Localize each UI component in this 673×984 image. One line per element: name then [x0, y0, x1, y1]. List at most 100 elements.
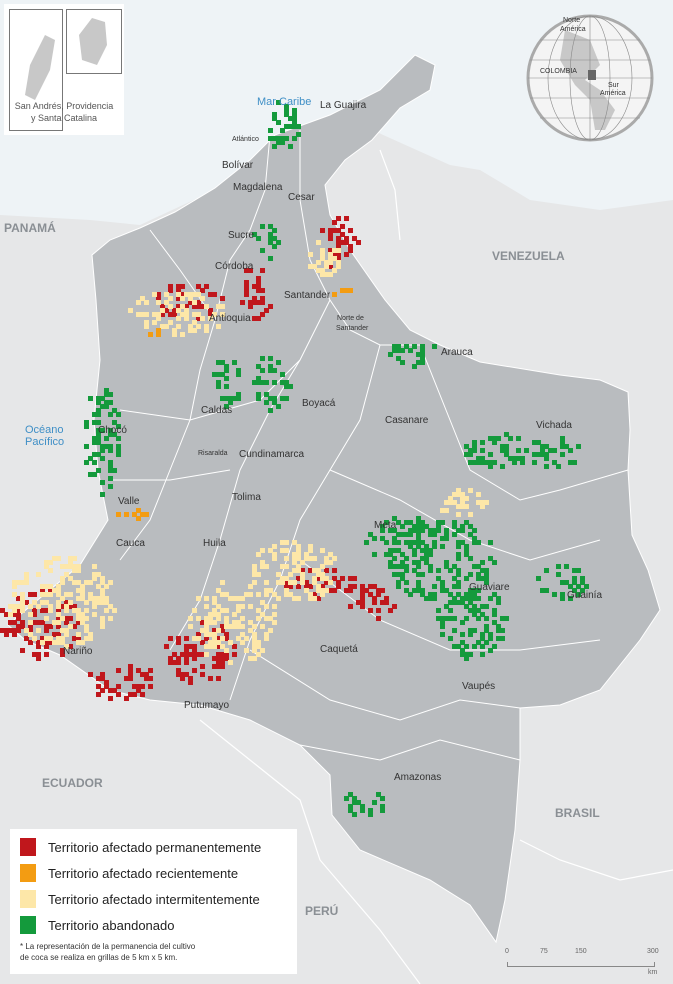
coca-grid-cell	[460, 496, 465, 501]
coca-grid-cell	[204, 624, 209, 629]
coca-grid-cell	[284, 576, 289, 581]
coca-grid-cell	[320, 272, 325, 277]
coca-grid-cell	[420, 352, 425, 357]
coca-grid-cell	[496, 628, 501, 633]
coca-grid-cell	[212, 632, 217, 637]
coca-grid-cell	[324, 556, 329, 561]
coca-grid-cell	[252, 232, 257, 237]
coca-grid-cell	[188, 328, 193, 333]
coca-grid-cell	[216, 656, 221, 661]
coca-grid-cell	[408, 540, 413, 545]
coca-grid-cell	[412, 560, 417, 565]
coca-grid-cell	[468, 448, 473, 453]
coca-grid-cell	[360, 808, 365, 813]
coca-grid-cell	[468, 592, 473, 597]
coca-grid-cell	[340, 224, 345, 229]
coca-grid-cell	[348, 576, 353, 581]
coca-grid-cell	[276, 580, 281, 585]
coca-grid-cell	[544, 456, 549, 461]
coca-grid-cell	[256, 316, 261, 321]
coca-grid-cell	[36, 572, 41, 577]
coca-grid-cell	[316, 588, 321, 593]
coca-grid-cell	[200, 640, 205, 645]
coca-grid-cell	[492, 460, 497, 465]
coca-grid-cell	[448, 496, 453, 501]
coca-grid-cell	[188, 292, 193, 297]
department-label: Boyacá	[302, 398, 336, 409]
coca-grid-cell	[540, 444, 545, 449]
coca-grid-cell	[100, 688, 105, 693]
coca-grid-cell	[516, 456, 521, 461]
department-label: La Guajira	[320, 100, 367, 111]
coca-grid-cell	[220, 312, 225, 317]
coca-grid-cell	[308, 264, 313, 269]
coca-grid-cell	[108, 412, 113, 417]
coca-grid-cell	[36, 628, 41, 633]
coca-grid-cell	[44, 628, 49, 633]
coca-grid-cell	[288, 580, 293, 585]
coca-grid-cell	[56, 604, 61, 609]
coca-grid-cell	[264, 604, 269, 609]
coca-grid-cell	[488, 460, 493, 465]
coca-grid-cell	[112, 688, 117, 693]
coca-grid-cell	[444, 536, 449, 541]
coca-grid-cell	[384, 596, 389, 601]
san-andres-inset: San Andrés, Providencia y Santa Catalina	[4, 4, 124, 135]
coca-grid-cell	[148, 668, 153, 673]
coca-grid-cell	[460, 500, 465, 505]
coca-grid-cell	[576, 584, 581, 589]
coca-grid-cell	[224, 624, 229, 629]
coca-grid-cell	[220, 652, 225, 657]
globe-label: COLOMBIA	[540, 68, 577, 75]
coca-grid-cell	[424, 548, 429, 553]
coca-grid-cell	[492, 620, 497, 625]
coca-grid-cell	[292, 556, 297, 561]
coca-grid-cell	[480, 644, 485, 649]
coca-grid-cell	[92, 612, 97, 617]
coca-grid-cell	[224, 404, 229, 409]
coca-grid-cell	[252, 300, 257, 305]
coca-grid-cell	[416, 580, 421, 585]
coca-grid-cell	[484, 640, 489, 645]
coca-grid-cell	[456, 504, 461, 509]
coca-grid-cell	[116, 424, 121, 429]
coca-grid-cell	[228, 596, 233, 601]
inset-caption: San Andrés, Providencia	[14, 101, 114, 111]
coca-grid-cell	[56, 632, 61, 637]
coca-grid-cell	[488, 632, 493, 637]
coca-grid-cell	[512, 456, 517, 461]
coca-grid-cell	[40, 636, 45, 641]
coca-grid-cell	[16, 616, 21, 621]
coca-grid-cell	[328, 588, 333, 593]
coca-grid-cell	[348, 244, 353, 249]
coca-grid-cell	[468, 452, 473, 457]
coca-grid-cell	[200, 316, 205, 321]
coca-grid-cell	[332, 292, 337, 297]
coca-grid-cell	[360, 804, 365, 809]
coca-grid-cell	[256, 592, 261, 597]
coca-grid-cell	[468, 524, 473, 529]
coca-grid-cell	[176, 640, 181, 645]
department-label: Arauca	[441, 347, 473, 358]
coca-grid-cell	[292, 112, 297, 117]
coca-grid-cell	[28, 604, 33, 609]
department-label: Córdoba	[215, 261, 254, 272]
coca-grid-cell	[468, 628, 473, 633]
coca-grid-cell	[252, 572, 257, 577]
coca-grid-cell	[236, 620, 241, 625]
coca-grid-cell	[284, 108, 289, 113]
coca-grid-cell	[12, 628, 17, 633]
coca-grid-cell	[336, 236, 341, 241]
coca-grid-cell	[492, 612, 497, 617]
coca-grid-cell	[144, 300, 149, 305]
coca-grid-cell	[328, 232, 333, 237]
coca-grid-cell	[256, 276, 261, 281]
coca-grid-cell	[492, 592, 497, 597]
coca-grid-cell	[224, 592, 229, 597]
department-label: Vichada	[536, 420, 572, 431]
coca-grid-cell	[268, 588, 273, 593]
coca-grid-cell	[156, 328, 161, 333]
coca-grid-cell	[320, 592, 325, 597]
coca-grid-cell	[224, 656, 229, 661]
coca-grid-cell	[88, 456, 93, 461]
